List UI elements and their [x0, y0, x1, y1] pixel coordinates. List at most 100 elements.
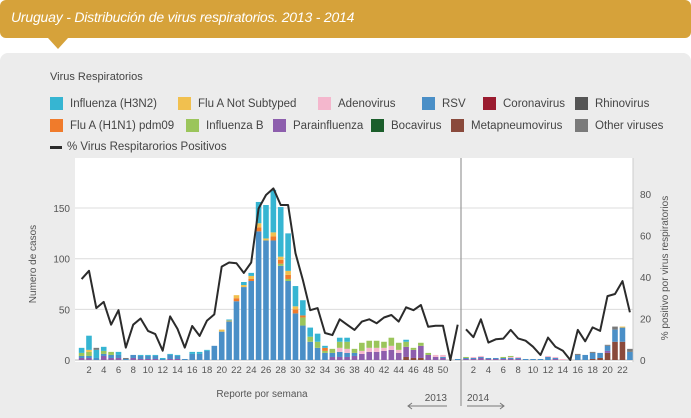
- bar-segment-adeno: [545, 355, 551, 357]
- legend-label: Influenza (H3N2): [70, 97, 157, 110]
- bar-segment-fluANS: [619, 326, 626, 328]
- x-tick-label: 30: [290, 365, 301, 376]
- bar-segment-rsv: [300, 325, 306, 360]
- bar-segment-para: [470, 358, 477, 360]
- bar-segment-h3n2: [322, 345, 328, 348]
- bar-segment-fluANS: [292, 306, 299, 310]
- bar-segment-fluB: [322, 350, 328, 353]
- y-tick-label: 150: [53, 204, 70, 215]
- bar-segment-adeno: [478, 355, 484, 357]
- bar-segment-rsv: [263, 240, 269, 360]
- y2-tick-label: 20: [640, 315, 652, 326]
- bar-segment-para: [152, 358, 159, 360]
- bar-segment-rsv: [226, 321, 232, 360]
- x-tick-label: 12: [543, 365, 554, 376]
- bar-segment-h1n1: [322, 347, 328, 351]
- y2-tick-label: 0: [640, 356, 646, 367]
- bar-segment-rsv: [552, 357, 559, 359]
- bar-segment-rsv: [619, 327, 626, 342]
- bar-segment-adeno: [366, 347, 373, 352]
- bar-segment-fluB: [307, 336, 314, 342]
- x-tick-label: 48: [423, 365, 434, 376]
- bar-segment-para: [359, 353, 365, 360]
- x-tick-label: 18: [587, 365, 598, 376]
- legend-item-boca: Bocavirus: [371, 119, 442, 132]
- bar-segment-rsv: [241, 287, 247, 360]
- bar-segment-rsv: [463, 357, 469, 359]
- bar-segment-h3n2: [285, 233, 291, 271]
- legend-swatch: [575, 119, 588, 132]
- bar-segment-h3n2: [226, 319, 232, 321]
- bar-segment-para: [78, 357, 85, 360]
- plot-area: [75, 158, 633, 362]
- bar-segment-rsv: [218, 331, 225, 360]
- bar-segment-h3n2: [307, 327, 314, 337]
- bar-segment-para: [115, 357, 122, 360]
- bar-segment-rsv: [93, 357, 100, 360]
- x-tick-label: 20: [602, 365, 613, 376]
- legend-item-adeno: Adenovirus: [318, 97, 396, 110]
- bar-segment-para: [425, 354, 432, 360]
- bar-segment-rsv: [108, 354, 114, 358]
- bar-segment-metapneumo: [604, 352, 611, 360]
- bar-segment-para: [440, 357, 446, 360]
- bar-segment-fluANS: [255, 223, 262, 228]
- y-tick-label: 100: [53, 255, 70, 266]
- x-tick-label: 4: [486, 365, 491, 376]
- bar-segment-h3n2: [344, 337, 350, 342]
- bar-segment-h3n2: [100, 346, 107, 351]
- y-axis-title: Numero de casos: [28, 225, 39, 303]
- bar-segment-adeno: [560, 358, 566, 360]
- legend-swatch: [575, 97, 588, 110]
- legend-item-para: Parainfluenza: [273, 119, 363, 132]
- bar-segment-h1n1: [255, 227, 262, 232]
- bar-segment-rsv: [196, 353, 203, 360]
- bar-segment-fluB: [500, 356, 507, 358]
- x-tick-label: 6: [501, 365, 506, 376]
- bar-segment-para: [373, 351, 380, 360]
- bar-segment-fluANS: [277, 256, 284, 260]
- bar-segment-h3n2: [93, 349, 100, 358]
- bar-segment-rsv: [167, 354, 173, 359]
- bar-segment-rsv: [537, 358, 544, 360]
- legend-line-label: % Virus Respitarorios Positivos: [67, 141, 227, 153]
- bar-segment-rsv: [255, 231, 262, 360]
- x-tick-label: 24: [246, 365, 257, 376]
- bar-segment-para: [145, 358, 151, 360]
- bar-segment-rsv: [292, 313, 299, 360]
- x-axis-title: Reporte por semana: [216, 389, 308, 400]
- bar-segment-rsv: [285, 280, 291, 360]
- bar-segment-rsv: [189, 353, 196, 360]
- legend-item-rsv: RSV: [422, 97, 466, 110]
- x-tick-label: 12: [157, 365, 168, 376]
- bar-segment-rsv: [322, 352, 328, 360]
- x-tick-label: 10: [528, 365, 539, 376]
- bar-segment-para: [86, 357, 92, 360]
- bar-segment-rsv: [233, 301, 240, 360]
- bar-segment-fluB: [108, 351, 114, 355]
- bar-segment-h3n2: [167, 353, 173, 355]
- bar-segment-fluANS: [241, 285, 247, 288]
- bar-segment-rsv: [336, 351, 343, 357]
- bar-segment-rsv: [174, 355, 181, 359]
- bar-segment-rsv: [574, 354, 581, 360]
- bar-segment-para: [395, 352, 402, 360]
- percent-positive-line-2013: [80, 187, 459, 361]
- bar-segment-rsv: [485, 357, 492, 359]
- title-banner: Uruguay - Distribución de virus respirat…: [0, 0, 691, 38]
- bar-segment-fluB: [425, 352, 432, 355]
- bar-segment-h1n1: [292, 309, 299, 314]
- bar-segment-fluB: [100, 350, 107, 354]
- bar-segment-adeno: [440, 354, 446, 357]
- bar-segment-fluANS: [248, 275, 255, 279]
- bar-segment-para: [432, 356, 439, 360]
- bar-segment-rsv: [152, 355, 159, 359]
- legend-swatch: [483, 97, 496, 110]
- x-tick-label: 6: [116, 365, 121, 376]
- bar-segment-rsv: [123, 358, 129, 360]
- bar-segment-other: [612, 326, 618, 330]
- legend-label: Flu A (H1N1) pdm09: [70, 119, 175, 132]
- legend-swatch: [50, 97, 63, 110]
- legend-swatch: [50, 119, 63, 132]
